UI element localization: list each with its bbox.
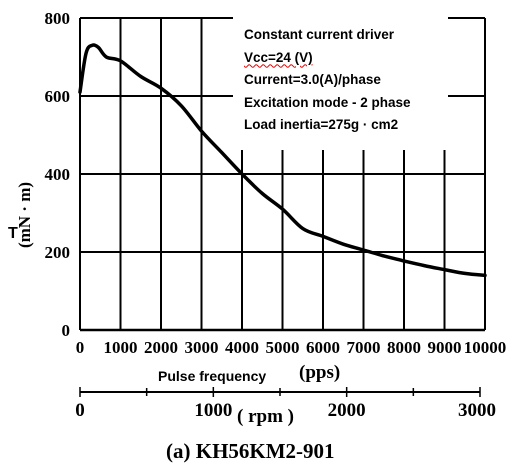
x-axis-label: Pulse frequency <box>158 368 266 384</box>
x-tick-2000: 2000 <box>144 338 178 357</box>
figure-caption: (a) KH56KM2-901 <box>166 439 335 463</box>
legend-line-vcc-text: Vcc=24 (V) <box>244 50 313 65</box>
legend-line-vcc: Vcc=24 (V) <box>244 47 448 70</box>
y-tick-600: 600 <box>45 87 71 106</box>
x-tick-6000: 6000 <box>306 338 340 357</box>
x-tick-7000: 7000 <box>347 338 381 357</box>
x-tick-4000: 4000 <box>225 338 259 357</box>
legend-line-driver: Constant current driver <box>244 24 448 47</box>
x-tick-labels: 0 1000 2000 3000 4000 5000 6000 7000 8000 9000 100… <box>76 338 507 357</box>
rpm-axis-unit: ( rpm ) <box>237 406 294 427</box>
torque-symbol: T <box>8 225 18 242</box>
y-tick-200: 200 <box>45 243 71 262</box>
y-tick-400: 400 <box>45 165 71 184</box>
x-tick-10000: 10000 <box>464 338 507 357</box>
y-axis-label: (mN · m) <box>15 182 34 248</box>
x-tick-3000: 3000 <box>185 338 219 357</box>
rpm-tick-2000: 2000 <box>328 400 366 421</box>
x-tick-5000: 5000 <box>266 338 300 357</box>
y-tick-0: 0 <box>62 321 71 340</box>
x-axis-unit: (pps) <box>299 362 340 383</box>
x-tick-1000: 1000 <box>104 338 138 357</box>
x-tick-8000: 8000 <box>387 338 421 357</box>
legend-box: Constant current driver Vcc=24 (V) Curre… <box>233 16 448 150</box>
y-tick-800: 800 <box>45 9 71 28</box>
legend-line-current: Current=3.0(A)/phase <box>244 69 448 92</box>
rpm-tick-3000: 3000 <box>458 400 496 421</box>
y-tick-labels: 0 200 400 600 800 <box>45 9 71 340</box>
legend-line-excitation: Excitation mode - 2 phase <box>244 92 448 115</box>
rpm-tick-1000: 1000 <box>194 400 232 421</box>
x-tick-0: 0 <box>76 338 85 357</box>
x-tick-9000: 9000 <box>428 338 462 357</box>
rpm-tick-0: 0 <box>75 400 85 421</box>
legend-line-inertia: Load inertia=275g · cm2 <box>244 114 448 137</box>
